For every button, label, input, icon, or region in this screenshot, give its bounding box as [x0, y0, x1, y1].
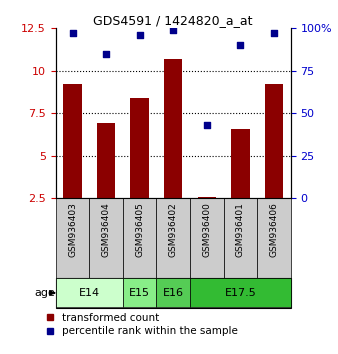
Text: GSM936404: GSM936404 — [102, 202, 111, 257]
Bar — [130, 98, 149, 198]
Bar — [123, 279, 156, 307]
Title: GDS4591 / 1424820_a_at: GDS4591 / 1424820_a_at — [94, 14, 253, 27]
Point — [70, 30, 75, 36]
Text: E14: E14 — [79, 288, 100, 298]
Bar — [56, 198, 89, 278]
Point — [103, 51, 109, 57]
Bar — [97, 124, 115, 198]
Text: E15: E15 — [129, 288, 150, 298]
Text: GSM936401: GSM936401 — [236, 202, 245, 257]
Text: GSM936400: GSM936400 — [202, 202, 211, 257]
Legend: transformed count, percentile rank within the sample: transformed count, percentile rank withi… — [46, 313, 238, 336]
Bar — [56, 279, 123, 307]
Bar — [257, 198, 291, 278]
Text: E16: E16 — [163, 288, 184, 298]
Point — [271, 30, 276, 36]
Bar — [190, 279, 291, 307]
Bar — [223, 198, 257, 278]
Point — [204, 122, 210, 128]
Bar — [164, 59, 183, 198]
Bar — [231, 129, 249, 198]
Bar — [156, 279, 190, 307]
Text: age: age — [34, 288, 55, 298]
Point — [170, 27, 176, 33]
Bar — [190, 198, 223, 278]
Point — [238, 42, 243, 48]
Bar — [123, 198, 156, 278]
Bar — [156, 198, 190, 278]
Bar — [89, 198, 123, 278]
Text: E17.5: E17.5 — [224, 288, 256, 298]
Text: GSM936406: GSM936406 — [269, 202, 279, 257]
Point — [137, 32, 142, 38]
Bar — [265, 84, 283, 198]
Text: GSM936403: GSM936403 — [68, 202, 77, 257]
Text: GSM936405: GSM936405 — [135, 202, 144, 257]
Bar — [63, 84, 82, 198]
Text: GSM936402: GSM936402 — [169, 202, 178, 257]
